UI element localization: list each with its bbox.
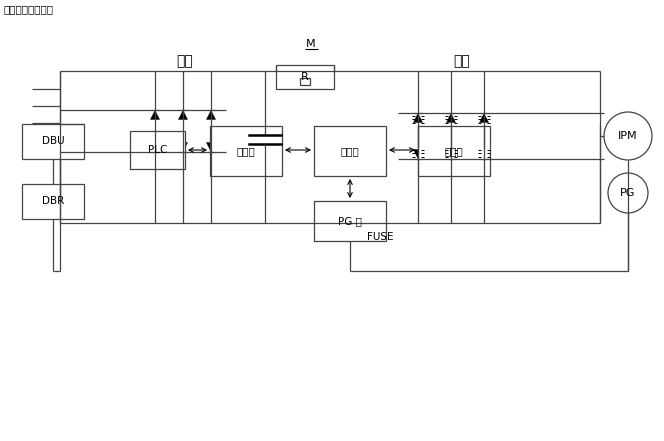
Bar [314,126,386,176]
Text: 通讯板: 通讯板 [236,146,256,156]
Polygon shape [179,110,187,120]
Text: PG: PG [620,188,635,198]
Polygon shape [446,149,456,159]
Text: 触发板: 触发板 [445,146,463,156]
Text: M: M [306,39,315,49]
Polygon shape [479,113,489,123]
Bar [300,78,310,85]
Polygon shape [414,113,422,123]
Polygon shape [151,110,159,120]
Text: 逆变: 逆变 [454,54,470,68]
Text: PLC: PLC [148,145,167,155]
Bar [210,126,282,176]
Polygon shape [207,110,216,120]
Bar [418,126,490,176]
Text: DBU: DBU [42,137,64,146]
Polygon shape [414,149,422,159]
Bar [340,219,358,229]
Polygon shape [151,142,159,152]
Polygon shape [479,149,489,159]
Text: 主控板: 主控板 [341,146,359,156]
Circle shape [608,173,648,213]
Text: IPM: IPM [618,131,638,141]
Text: 整流: 整流 [177,54,193,68]
Bar [22,184,84,219]
Polygon shape [446,113,456,123]
Text: DBR: DBR [42,197,64,206]
Polygon shape [207,142,216,152]
Text: R: R [301,72,309,82]
Bar [130,131,185,169]
Text: PG 板: PG 板 [338,216,362,226]
Polygon shape [179,142,187,152]
Bar [314,201,386,241]
Bar [22,124,84,159]
Circle shape [604,112,652,160]
Text: 变频器的工作原理: 变频器的工作原理 [4,4,54,14]
Bar [276,65,334,89]
Text: FUSE: FUSE [367,232,393,242]
